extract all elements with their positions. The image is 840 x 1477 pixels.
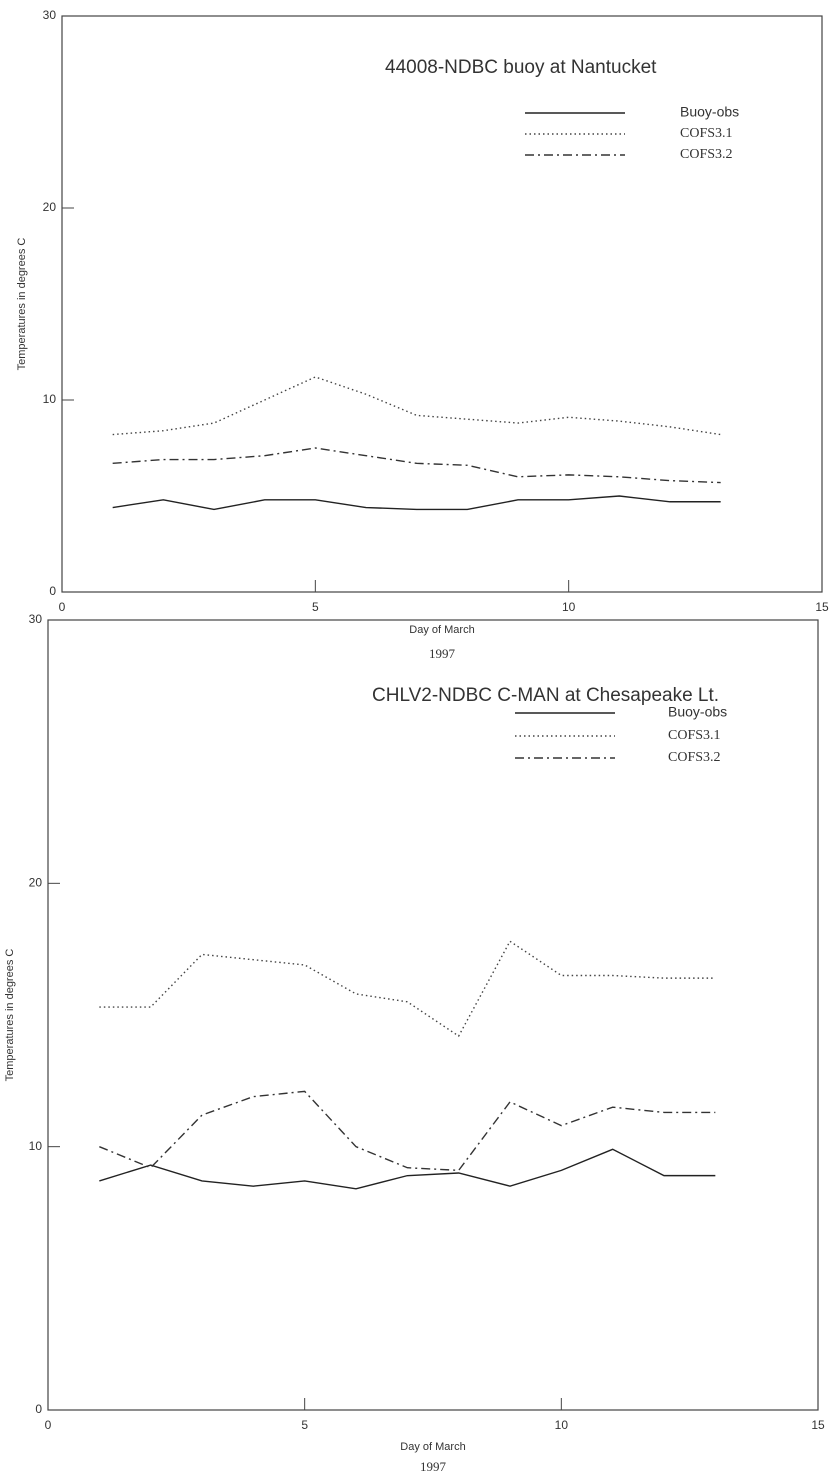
x-tick-label: 5 (301, 1418, 308, 1432)
plot-frame (47, 619, 819, 1411)
x-tick-label: 5 (312, 600, 319, 614)
y-tick-label: 10 (43, 392, 57, 406)
legend-label: COFS3.2 (680, 147, 733, 162)
x-tick-label: 0 (45, 1418, 52, 1432)
x-axis-label: Day of March (400, 1441, 465, 1453)
y-tick-label: 20 (29, 876, 43, 890)
x-tick-label: 0 (59, 600, 66, 614)
series-line (99, 940, 716, 1038)
y-tick-label: 30 (43, 8, 57, 22)
y-tick-label: 0 (49, 584, 56, 598)
x-axis-year: 1997 (420, 1459, 447, 1474)
y-tick-label: 0 (35, 1402, 42, 1416)
x-tick-label: 10 (562, 600, 576, 614)
legend-label: COFS3.1 (680, 126, 733, 141)
y-axis-label: Temperatures in degrees C (16, 238, 28, 371)
plot-frame (61, 15, 823, 593)
series-line (112, 447, 721, 484)
x-axis-year: 1997 (429, 646, 456, 661)
y-axis-label: Temperatures in degrees C (4, 949, 16, 1082)
x-tick-label: 15 (811, 1418, 825, 1432)
series-line (99, 1090, 716, 1172)
legend-label: Buoy-obs (680, 104, 739, 120)
x-tick-label: 15 (815, 600, 829, 614)
y-tick-label: 20 (43, 200, 57, 214)
legend-label: COFS3.1 (668, 728, 721, 743)
x-tick-label: 10 (555, 1418, 569, 1432)
chart-title: 44008-NDBC buoy at Nantucket (385, 57, 657, 78)
legend-label: Buoy-obs (668, 704, 727, 720)
series-line (112, 376, 721, 436)
series-line (112, 495, 721, 511)
series-line (99, 1148, 716, 1190)
chart-title: CHLV2-NDBC C-MAN at Chesapeake Lt. (372, 685, 719, 706)
legend-label: COFS3.2 (668, 750, 721, 765)
y-tick-label: 30 (29, 612, 43, 626)
y-tick-label: 10 (29, 1139, 43, 1153)
x-axis-label: Day of March (409, 624, 474, 636)
